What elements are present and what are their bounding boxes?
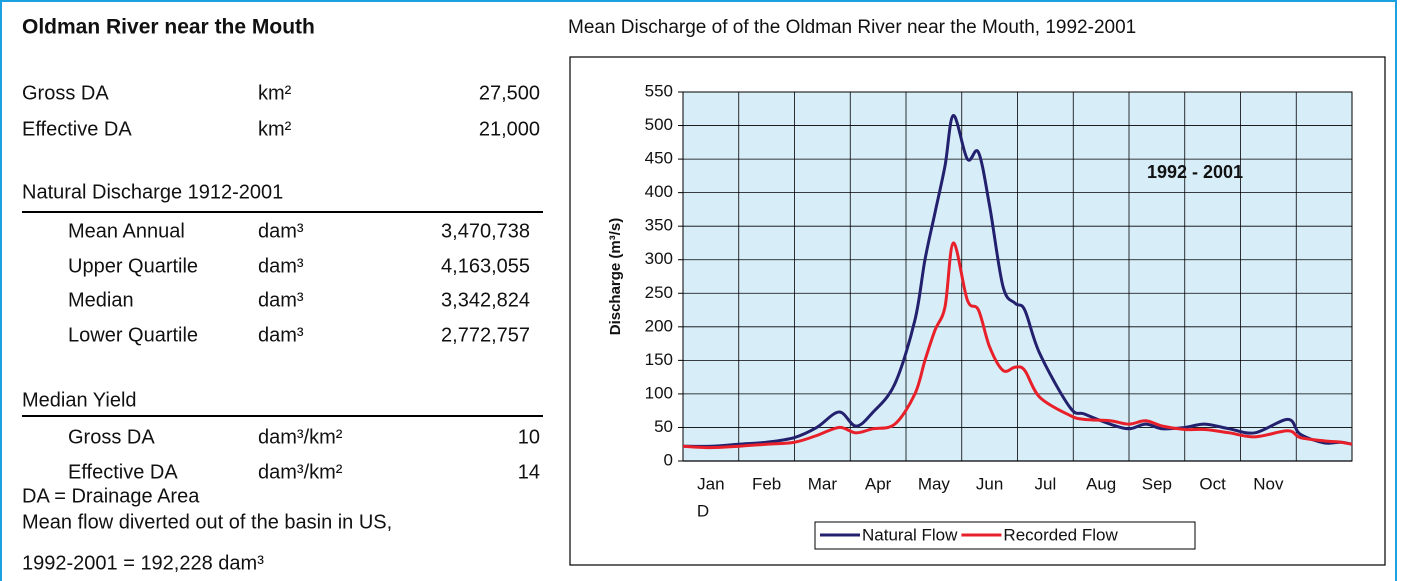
panel-title: Oldman River near the Mouth [22, 16, 315, 39]
section-heading: Median Yield [22, 389, 137, 411]
x-tick-label: Jul [1035, 474, 1057, 493]
note: DA = Drainage Area [22, 485, 200, 507]
legend-label: Natural Flow [862, 525, 958, 544]
row-value: 14 [518, 461, 540, 483]
row-unit: dam³ [258, 255, 304, 277]
legend-box [814, 521, 1196, 550]
row-value: 21,000 [479, 118, 540, 140]
row-value: 27,500 [479, 82, 540, 104]
row-label: Gross DA [68, 426, 155, 448]
row-label: Upper Quartile [68, 255, 198, 277]
row-unit: dam³/km² [258, 426, 343, 448]
annotation: 1992 - 2001 [1147, 162, 1243, 182]
row-unit: dam³/km² [258, 461, 343, 483]
row-label: Lower Quartile [68, 324, 198, 346]
row-value: 4,163,055 [441, 255, 530, 277]
x-tick-label: Sep [1142, 474, 1172, 493]
row-value: 3,470,738 [441, 220, 530, 242]
y-tick-label: 300 [645, 249, 673, 268]
y-tick-label: 250 [645, 283, 673, 302]
x-tick-label: Jun [976, 474, 1003, 493]
x-tick-label: D [697, 501, 709, 520]
row-unit: dam³ [258, 220, 304, 242]
y-tick-label: 400 [645, 182, 673, 201]
y-tick-label: 0 [664, 450, 673, 469]
legend-label: Recorded Flow [1003, 525, 1118, 544]
x-tick-label: May [918, 474, 951, 493]
row-unit: dam³ [258, 324, 304, 346]
y-tick-label: 100 [645, 383, 673, 402]
row-value: 2,772,757 [441, 324, 530, 346]
row-label: Mean Annual [68, 220, 185, 242]
row-unit: dam³ [258, 289, 304, 311]
row-label: Effective DA [68, 461, 178, 483]
section-heading: Natural Discharge 1912-2001 [22, 181, 283, 203]
note: 1992-2001 = 192,228 dam³ [22, 552, 264, 574]
data-line [682, 241, 1353, 450]
note: Mean flow diverted out of the basin in U… [22, 511, 392, 533]
y-tick-label: 200 [645, 316, 673, 335]
x-tick-label: Oct [1199, 474, 1226, 493]
data-line [682, 113, 1353, 448]
row-unit: km² [258, 118, 292, 140]
x-tick-label: Jan [697, 474, 724, 493]
row-label: Median [68, 289, 134, 311]
row-unit: km² [258, 82, 292, 104]
x-tick-label: Mar [808, 474, 838, 493]
x-tick-label: Feb [752, 474, 781, 493]
y-tick-label: 350 [645, 216, 673, 235]
y-axis-label: Discharge (m³/s) [607, 218, 624, 336]
row-value: 3,342,824 [441, 289, 530, 311]
y-tick-label: 550 [645, 81, 673, 100]
y-tick-label: 50 [654, 417, 673, 436]
y-tick-label: 450 [645, 149, 673, 168]
x-tick-label: Nov [1253, 474, 1284, 493]
row-value: 10 [518, 426, 540, 448]
y-tick-label: 150 [645, 350, 673, 369]
x-tick-label: Apr [865, 474, 892, 493]
y-tick-label: 500 [645, 115, 673, 134]
row-label: Gross DA [22, 82, 109, 104]
row-label: Effective DA [22, 118, 132, 140]
chart-title: Mean Discharge of of the Oldman River ne… [568, 17, 1136, 38]
x-tick-label: Aug [1086, 474, 1116, 493]
